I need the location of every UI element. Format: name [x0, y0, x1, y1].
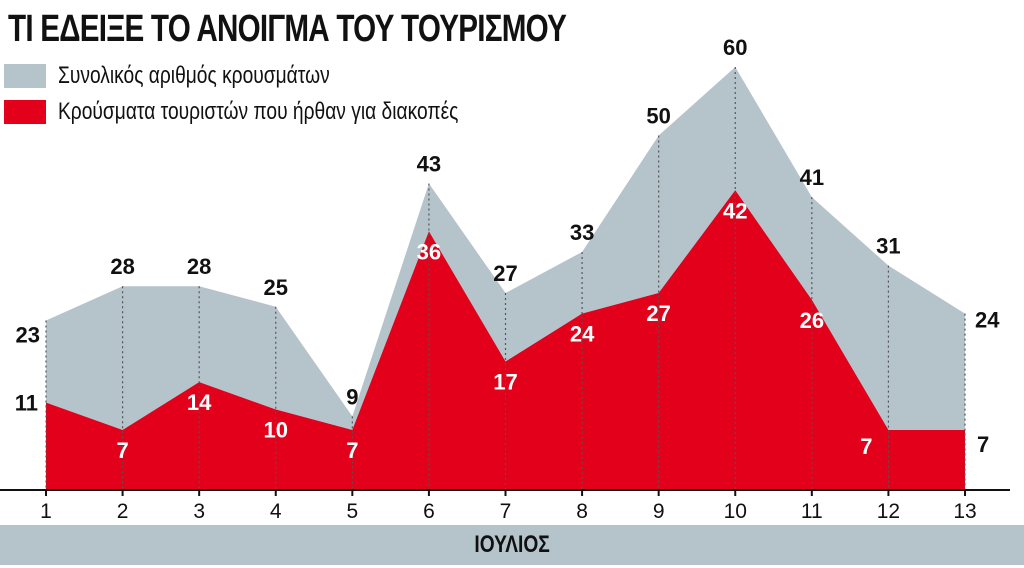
- legend-swatch-total: [4, 64, 46, 88]
- data-label-tourists: 10: [264, 418, 288, 443]
- data-label-tourists: 7: [860, 434, 872, 459]
- data-label-total: 31: [876, 234, 900, 259]
- data-label-total: 9: [346, 384, 358, 409]
- data-label-total: 60: [723, 35, 747, 60]
- x-tick-label: 9: [653, 500, 665, 523]
- x-tick-label: 3: [193, 500, 205, 523]
- x-tick-label: 6: [423, 500, 435, 523]
- x-tick-label: 2: [117, 500, 129, 523]
- data-label-total: 24: [975, 308, 1000, 333]
- data-label-tourists: 14: [187, 390, 212, 415]
- x-tick-label: 5: [346, 500, 358, 523]
- x-axis-title: ΙΟΥΛΙΟΣ: [474, 531, 550, 558]
- data-label-total: 33: [570, 220, 594, 245]
- x-tick-label: 10: [724, 500, 747, 523]
- data-label-tourists: 7: [346, 438, 358, 463]
- legend-label-total: Συνολικός αριθμός κρουσμάτων: [58, 62, 330, 89]
- data-label-total: 27: [493, 261, 517, 286]
- x-tick-label: 13: [953, 500, 976, 523]
- x-tick-label: 11: [801, 500, 823, 523]
- chart-title: ΤΙ ΕΔΕΙΞΕ ΤΟ ΑΝΟΙΓΜΑ ΤΟΥ ΤΟΥΡΙΣΜΟΥ: [8, 8, 567, 50]
- data-label-tourists: 42: [723, 198, 747, 223]
- data-label-total: 41: [800, 165, 824, 190]
- legend-label-tourists: Κρούσματα τουριστών που ήρθαν για διακοπ…: [58, 98, 459, 125]
- x-tick-label: 1: [40, 500, 52, 523]
- data-label-total: 28: [187, 254, 211, 279]
- data-label-total: 23: [16, 322, 40, 347]
- data-label-tourists: 26: [800, 308, 824, 333]
- legend-item-tourists: Κρούσματα τουριστών που ήρθαν για διακοπ…: [4, 98, 559, 126]
- x-tick-label: 8: [576, 500, 588, 523]
- data-label-tourists: 7: [116, 438, 128, 463]
- data-label-total: 25: [264, 275, 288, 300]
- data-label-total: 28: [110, 254, 134, 279]
- x-tick-label: 12: [877, 500, 900, 523]
- data-label-total: 43: [417, 151, 441, 176]
- data-label-tourists: 24: [570, 322, 595, 347]
- data-label-total: 50: [646, 104, 670, 129]
- legend-swatch-tourists: [4, 100, 46, 124]
- data-label-tourists: 27: [646, 301, 670, 326]
- x-axis-title-bar: ΙΟΥΛΙΟΣ: [0, 525, 1024, 565]
- legend-item-total: Συνολικός αριθμός κρουσμάτων: [4, 62, 398, 90]
- x-tick-label: 7: [500, 500, 512, 523]
- x-tick-label: 4: [270, 500, 282, 523]
- data-label-tourists: 17: [493, 370, 517, 395]
- data-label-tourists: 11: [15, 391, 38, 416]
- data-label-tourists: 7: [977, 432, 989, 457]
- data-label-tourists: 36: [417, 239, 441, 264]
- area-tourists: [46, 190, 965, 491]
